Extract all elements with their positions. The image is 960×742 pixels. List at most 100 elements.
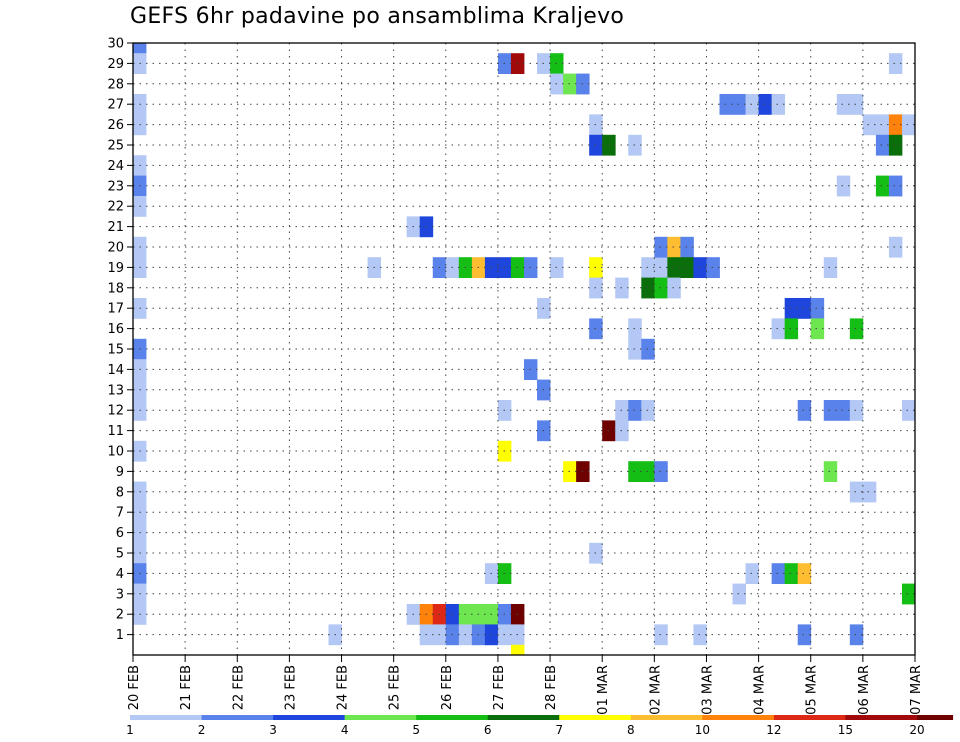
heatmap-cell [706, 257, 720, 278]
heatmap-cell [849, 624, 864, 646]
heatmap-cell [888, 114, 903, 136]
heatmap-cell [849, 318, 864, 340]
heatmap-cell [823, 257, 838, 278]
color-legend: 1 2 3 4 5 6 7 8 10 12 15 20 [126, 715, 954, 737]
y-tick-label: 24 [107, 159, 124, 174]
x-axis: 20 FEB 21 FEB 22 FEB 23 FEB 24 FEB 25 FEB 26 F… [127, 655, 924, 715]
y-tick-label: 28 [107, 77, 124, 92]
y-tick-label: 14 [107, 363, 124, 378]
x-tick-label: 24 FEB [336, 665, 351, 710]
legend-level-label: 12 [766, 723, 781, 737]
heatmap-cell [641, 461, 655, 482]
heatmap-cell [888, 175, 903, 197]
heatmap-cell [693, 624, 707, 646]
heatmap-cell [823, 461, 838, 482]
y-tick-label: 19 [107, 261, 124, 276]
heatmap-cell [641, 338, 655, 360]
legend-level-label: 8 [627, 723, 635, 737]
heatmap-cell [654, 277, 668, 299]
legend-color-swatch [773, 715, 846, 720]
y-tick-label: 18 [107, 281, 124, 296]
y-tick-label: 29 [107, 57, 124, 72]
heatmap-cell [758, 94, 773, 115]
heatmap-cells [133, 43, 916, 656]
y-tick-label: 13 [107, 383, 124, 398]
y-tick-label: 17 [107, 302, 124, 317]
x-tick-label: 03 MAR [700, 665, 715, 715]
heatmap-cell [784, 318, 799, 340]
legend-level-label: 10 [695, 723, 710, 737]
heatmap-cell [836, 175, 851, 197]
x-tick-label: 06 MAR [857, 665, 872, 715]
heatmap-cell [745, 94, 759, 115]
heatmap-cell [732, 94, 746, 115]
heatmap-cell [693, 257, 707, 278]
legend-color-swatch [917, 715, 954, 720]
x-tick-label: 23 FEB [283, 665, 298, 710]
legend-level-label: 4 [341, 723, 349, 737]
grid-lines [133, 42, 915, 655]
y-tick-label: 26 [107, 118, 124, 133]
y-tick-label: 20 [107, 241, 124, 256]
heatmap-cell [862, 481, 877, 503]
heatmap-cell [641, 400, 655, 421]
x-tick-label: 28 FEB [544, 665, 559, 710]
x-tick-label: 25 FEB [388, 665, 403, 710]
heatmap-cell [901, 583, 916, 605]
heatmap-cell [888, 134, 903, 156]
heatmap-cell [836, 400, 851, 421]
y-tick-label: 22 [107, 200, 124, 215]
heatmap-cell [797, 298, 812, 319]
legend-color-swatch [273, 715, 345, 720]
y-tick-label: 30 [107, 37, 124, 52]
x-tick-label: 04 MAR [753, 665, 768, 715]
y-tick-label: 3 [116, 587, 124, 602]
heatmap-cell [849, 94, 864, 115]
legend-level-label: 6 [484, 723, 492, 737]
heatmap-cell [667, 236, 681, 258]
y-tick-label: 6 [116, 526, 124, 541]
y-tick-label: 25 [107, 139, 124, 154]
y-tick-label: 11 [107, 424, 124, 439]
y-tick-label: 27 [107, 98, 124, 113]
heatmap-cell [849, 400, 864, 421]
heatmap-cell [888, 53, 903, 74]
legend-color-swatch [845, 715, 918, 720]
y-tick-label: 23 [107, 179, 124, 194]
heatmap-cell [797, 624, 812, 646]
heatmap-cell [510, 644, 525, 656]
legend-level-label: 20 [909, 723, 924, 737]
heatmap-cell [654, 257, 668, 278]
y-tick-label: 8 [116, 485, 124, 500]
heatmap-cell [680, 236, 694, 258]
heatmap-cell [888, 236, 903, 258]
legend-color-swatch [630, 715, 703, 720]
heatmap-cell [654, 236, 668, 258]
heatmap-cell [797, 400, 812, 421]
legend-level-label: 5 [412, 723, 420, 737]
y-tick-label: 1 [116, 628, 124, 643]
heatmap-cell [849, 481, 864, 503]
legend-level-label: 2 [198, 723, 206, 737]
heatmap-cell [771, 318, 786, 340]
y-axis: 1234567891011121314151617181920212223242… [107, 37, 133, 643]
y-tick-label: 2 [116, 608, 124, 623]
legend-level-label: 1 [126, 723, 134, 737]
heatmap-cell [784, 563, 799, 584]
heatmap-cell [901, 400, 916, 421]
chart-title: GEFS 6hr padavine po ansamblima Kraljevo [130, 4, 625, 29]
heatmap-cell [667, 277, 681, 299]
x-tick-label: 05 MAR [805, 665, 820, 715]
y-tick-label: 10 [107, 445, 124, 460]
heatmap-cell [641, 257, 655, 278]
heatmap-cell [133, 43, 147, 54]
x-tick-label: 01 MAR [596, 665, 611, 715]
heatmap-cell [810, 318, 825, 340]
heatmap-cell [641, 277, 655, 299]
x-tick-label: 02 MAR [648, 665, 663, 715]
x-tick-label: 27 FEB [492, 665, 507, 710]
heatmap-cell [654, 624, 668, 646]
heatmap-cell [667, 257, 681, 278]
heatmap-cell [680, 257, 694, 278]
